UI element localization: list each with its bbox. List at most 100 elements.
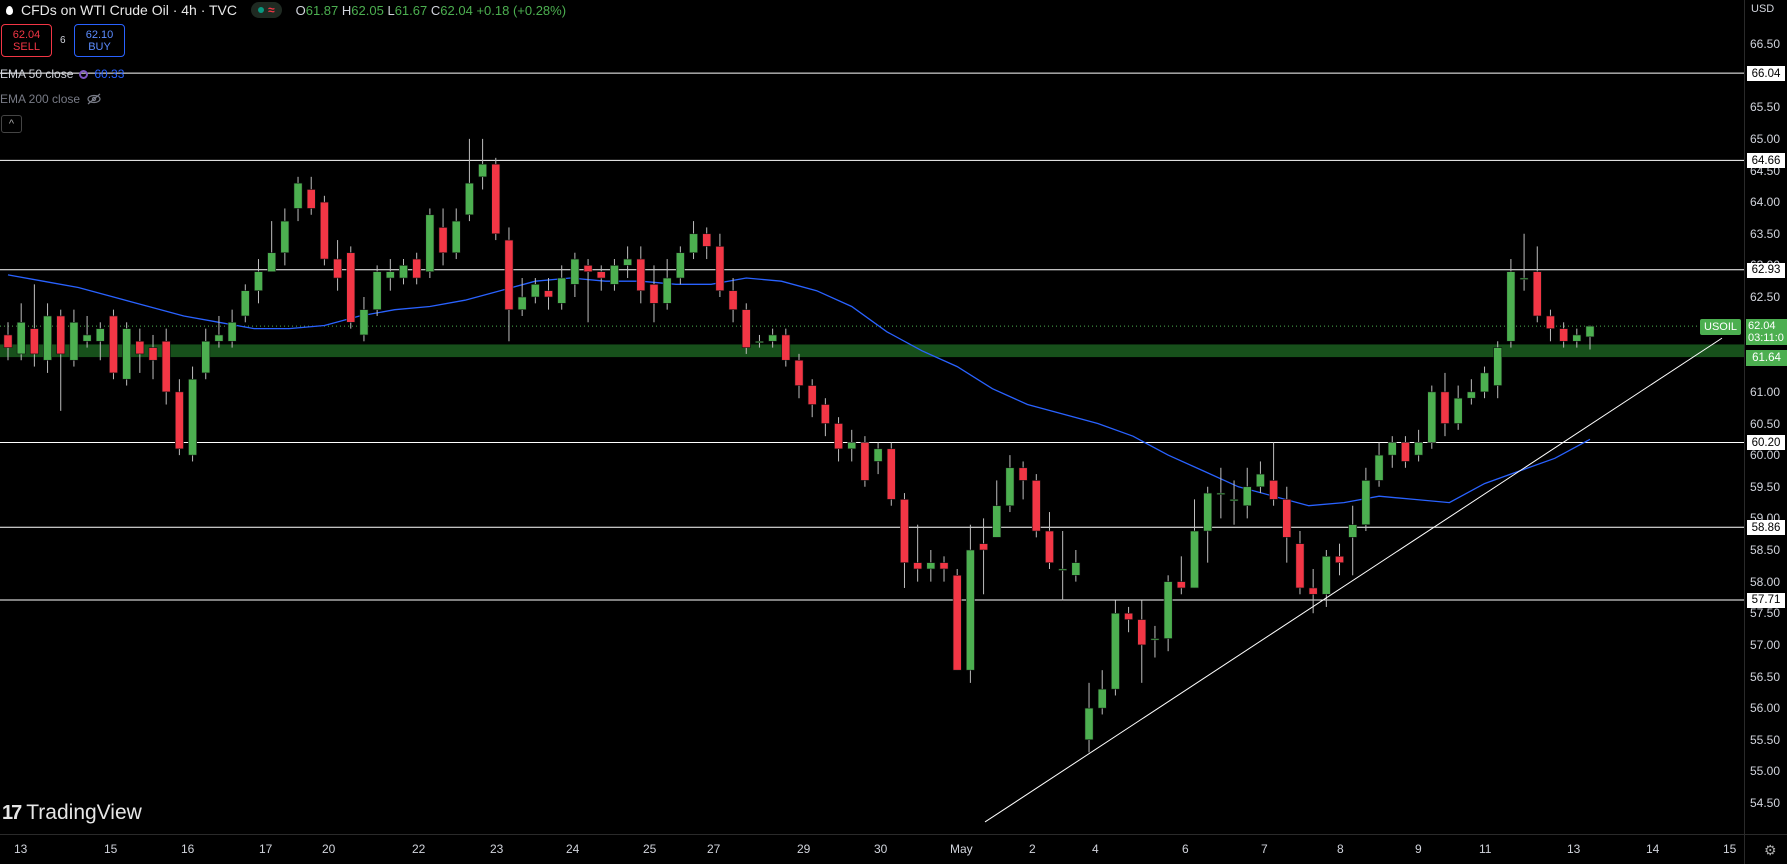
candle-body: [1269, 480, 1278, 500]
price-tick-label: 58.00: [1750, 574, 1781, 589]
market-status-pill[interactable]: ≈: [251, 2, 282, 18]
candle-body: [873, 448, 883, 462]
candle-body: [478, 163, 487, 178]
candle-body: [227, 321, 237, 342]
price-tick-label: 65.50: [1750, 100, 1781, 115]
candle-body: [122, 328, 132, 380]
brand-name: TradingView: [26, 801, 142, 824]
candle-body: [649, 284, 659, 304]
candle-body: [952, 574, 962, 671]
candle-body: [662, 277, 672, 304]
ema200-legend[interactable]: EMA 200 close: [0, 92, 102, 106]
candle-body: [306, 189, 316, 209]
candle-body: [1480, 372, 1489, 393]
ema50-legend[interactable]: EMA 50 close 60.33: [0, 67, 124, 81]
symbol-title[interactable]: CFDs on WTI Crude Oil · 4h · TVC: [21, 2, 238, 18]
candle-body: [1585, 325, 1595, 338]
candle-body: [1361, 480, 1371, 525]
price-tick-label: 54.50: [1750, 796, 1781, 810]
candle-body: [267, 252, 277, 273]
candle-body: [465, 182, 474, 216]
candle-body: [135, 340, 145, 355]
candle-body: [1242, 486, 1252, 507]
candle-body: [1031, 480, 1041, 532]
candle-body: [570, 258, 580, 285]
time-tick-label: 13: [1567, 842, 1581, 856]
candle-body: [1203, 492, 1213, 532]
candle-body: [1506, 271, 1516, 342]
candle-body: [755, 340, 764, 344]
time-tick-label: 8: [1337, 842, 1344, 856]
time-tick-label: 7: [1261, 842, 1268, 856]
candle-body: [504, 239, 514, 310]
symbol-price-tag: USOIL: [1700, 319, 1742, 335]
candle-body: [1256, 473, 1265, 488]
candle-body: [965, 549, 975, 671]
candle-body: [188, 378, 197, 456]
candle-body: [1532, 271, 1542, 317]
time-tick-label: 30: [874, 842, 888, 856]
candle-body: [1335, 556, 1344, 563]
candle-body: [636, 258, 646, 291]
candle-body: [623, 258, 633, 266]
candle-body: [530, 284, 540, 298]
support-zone: [0, 344, 1744, 358]
candle-body: [1387, 442, 1397, 456]
candle-body: [1163, 581, 1173, 639]
price-tick-label: 60.50: [1750, 416, 1781, 431]
candle-body: [254, 271, 263, 291]
collapse-legend-button[interactable]: ^: [1, 115, 22, 133]
time-tick-label: 13: [14, 842, 28, 856]
time-tick-label: 4: [1092, 842, 1099, 856]
price-tick-label: 55.50: [1750, 732, 1781, 747]
candle-body: [451, 220, 461, 254]
price-tick-label: 66.50: [1750, 37, 1781, 51]
level-price-label: 57.71: [1747, 592, 1785, 608]
hidden-eye-icon[interactable]: [86, 93, 102, 105]
price-tick-label: 56.00: [1750, 701, 1781, 716]
price-tick-label: 63.50: [1750, 226, 1781, 241]
price-tick-label: 55.00: [1750, 764, 1781, 779]
price-tick-label: 61.00: [1750, 384, 1781, 399]
candle-body: [807, 385, 817, 405]
candle-body: [517, 296, 527, 310]
sell-label: SELL: [13, 40, 40, 53]
buy-button[interactable]: 62.10 BUY: [74, 24, 125, 57]
candle-body: [1058, 568, 1068, 571]
candle-body: [1216, 492, 1226, 495]
gear-icon[interactable]: ⚙: [1764, 842, 1777, 858]
candle-body: [1374, 454, 1384, 481]
candle-body: [1519, 277, 1529, 280]
time-tick-label: 15: [1723, 842, 1737, 856]
candle-body: [728, 290, 738, 310]
tradingview-logo[interactable]: 17 TradingView: [2, 801, 142, 825]
ohlc-low: 61.67: [394, 2, 428, 18]
tradingview-mark-icon: 17: [2, 801, 22, 824]
candle-body: [979, 543, 988, 551]
last-price-tag: 62.04 03:11:0: [1746, 319, 1787, 345]
candle-body: [1097, 688, 1107, 709]
ema50-source-icon[interactable]: [79, 69, 89, 79]
candle-body: [438, 227, 448, 254]
candle-body: [1005, 467, 1015, 507]
candle-body: [1559, 328, 1569, 342]
candle-body: [913, 562, 923, 570]
candle-body: [596, 271, 606, 279]
candle-body: [1414, 442, 1424, 456]
candle-body: [320, 201, 329, 260]
chevron-up-icon: ^: [8, 118, 15, 130]
currency-label[interactable]: USD: [1751, 3, 1775, 15]
time-tick-label: 6: [1182, 842, 1189, 856]
support-zone-label: 61.64: [1746, 350, 1787, 366]
price-tick-label: 64.00: [1750, 195, 1781, 210]
ohlc-open: 61.87: [305, 2, 339, 18]
trendline: [984, 337, 1723, 823]
time-tick-label: 16: [181, 842, 195, 856]
candle-body: [1124, 612, 1133, 620]
candle-body: [834, 423, 843, 450]
candle-body: [359, 309, 369, 336]
time-tick-label: 11: [1479, 842, 1492, 856]
sell-button[interactable]: 62.04 SELL: [1, 24, 52, 57]
candle-body: [1427, 391, 1437, 443]
